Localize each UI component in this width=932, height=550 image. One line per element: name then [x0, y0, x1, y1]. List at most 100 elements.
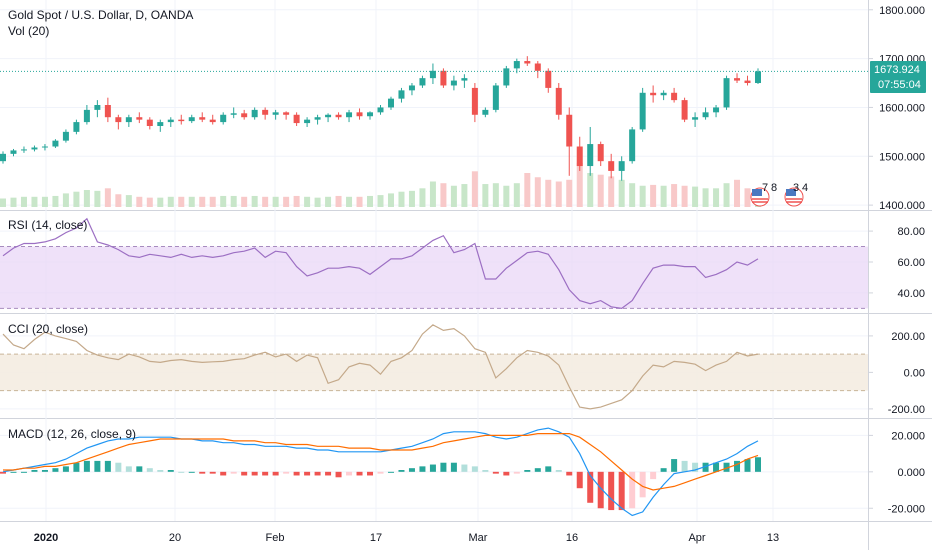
- macd-histogram-bar: [398, 470, 405, 472]
- macd-legend[interactable]: MACD (12, 26, close, 9): [8, 427, 136, 441]
- event-marker-count: 8: [771, 182, 777, 194]
- volume-bar: [660, 185, 667, 207]
- candle-body: [104, 105, 111, 118]
- volume-bar: [524, 173, 531, 207]
- volume-bar: [503, 185, 510, 207]
- volume-bar: [482, 184, 489, 207]
- candle-body: [650, 92, 657, 96]
- macd-histogram-bar: [461, 464, 468, 472]
- cci-line: [2, 324, 759, 410]
- volume-bar: [587, 173, 594, 207]
- macd-histogram-bar: [723, 462, 730, 472]
- candle-body: [157, 122, 164, 126]
- event-marker-flag-icon[interactable]: [784, 187, 804, 207]
- macd-histogram-bar: [272, 471, 279, 476]
- candle-body: [671, 92, 678, 101]
- candle-body: [755, 71, 761, 84]
- volume-bar: [367, 195, 374, 207]
- macd-histogram-bar: [125, 466, 132, 472]
- macd-histogram-bar: [157, 470, 164, 472]
- candle-body: [41, 146, 48, 148]
- macd-histogram-bar: [629, 471, 636, 509]
- rsi-line: [2, 217, 759, 310]
- volume-bar: [62, 193, 69, 207]
- candle-body: [629, 129, 636, 162]
- volume-bar: [199, 196, 206, 207]
- macd-histogram-bar: [734, 460, 741, 472]
- volume-bar: [639, 185, 646, 207]
- macd-histogram-bar: [408, 468, 415, 472]
- volume-bar: [10, 197, 17, 207]
- volume-bar: [346, 196, 353, 207]
- macd-histogram-bar: [304, 471, 311, 476]
- volume-bar: [555, 181, 562, 207]
- macd-histogram-bar: [10, 471, 17, 473]
- candle-body: [555, 87, 562, 115]
- macd-histogram-bar: [220, 471, 227, 476]
- macd-histogram-bar: [597, 471, 604, 509]
- candle-body: [713, 107, 720, 113]
- candle-body: [209, 119, 216, 123]
- macd-histogram-bar: [325, 471, 332, 476]
- macd-histogram-bar: [346, 471, 353, 476]
- event-marker-flag-icon[interactable]: [750, 187, 770, 207]
- macd-histogram-bar: [387, 471, 394, 473]
- macd-histogram-bar: [209, 471, 216, 474]
- rsi-legend[interactable]: RSI (14, close): [8, 218, 87, 232]
- candle-body: [188, 117, 195, 122]
- price-tick-label: 1400.000: [879, 200, 925, 212]
- candle-body: [304, 119, 311, 124]
- price-tick-label: 1800.000: [879, 5, 925, 17]
- candle-body: [10, 150, 17, 154]
- rsi-tick-label: 40.00: [897, 288, 925, 300]
- volume-bar: [209, 196, 216, 207]
- macd-histogram-bar: [524, 470, 531, 472]
- candle-body: [681, 100, 688, 120]
- volume-bar: [492, 183, 499, 207]
- macd-histogram-bar: [534, 468, 541, 472]
- macd-signal-line: [3, 433, 759, 491]
- candle-body: [146, 119, 153, 126]
- volume-bar: [115, 194, 122, 207]
- candle-body: [639, 92, 646, 130]
- candle-body: [482, 109, 489, 115]
- macd-histogram-bar: [576, 471, 583, 489]
- candle-body: [52, 140, 59, 147]
- volume-bar: [157, 197, 164, 207]
- x-tick-label: 16: [566, 532, 578, 544]
- candle-body: [251, 109, 258, 118]
- candle-body: [408, 85, 415, 91]
- cci-legend[interactable]: CCI (20, close): [8, 322, 88, 336]
- candle-body: [241, 113, 248, 118]
- volume-bar: [83, 190, 90, 207]
- macd-histogram-bar: [188, 471, 195, 473]
- candle-body: [513, 61, 520, 69]
- macd-histogram-bar: [471, 466, 478, 472]
- candle-body: [0, 153, 6, 162]
- macd-line: [2, 427, 759, 517]
- candle-body: [178, 119, 185, 122]
- candle-body: [377, 107, 384, 113]
- volume-bar: [31, 196, 38, 207]
- macd-histogram-bar: [681, 460, 688, 472]
- candle-body: [524, 61, 531, 64]
- x-tick-label: 20: [169, 532, 181, 544]
- candle-body: [597, 144, 604, 162]
- symbol-title[interactable]: Gold Spot / U.S. Dollar, D, OANDA: [8, 8, 193, 22]
- volume-bar: [293, 195, 300, 207]
- macd-histogram-bar: [660, 468, 667, 472]
- macd-histogram-bar: [608, 471, 615, 511]
- candle-body: [744, 80, 751, 84]
- candle-body: [31, 147, 38, 150]
- volume-bar: [576, 162, 583, 207]
- volume-bar: [41, 196, 48, 207]
- candle-body: [314, 117, 321, 120]
- macd-tick-label: 20.000: [891, 430, 925, 442]
- candle-body: [346, 112, 353, 118]
- candle-body: [83, 109, 90, 123]
- macd-histogram-bar: [545, 466, 552, 472]
- event-markers[interactable]: 7 8 3 4: [750, 182, 808, 207]
- macd-histogram-bar: [262, 471, 269, 476]
- volume-legend[interactable]: Vol (20): [8, 24, 49, 38]
